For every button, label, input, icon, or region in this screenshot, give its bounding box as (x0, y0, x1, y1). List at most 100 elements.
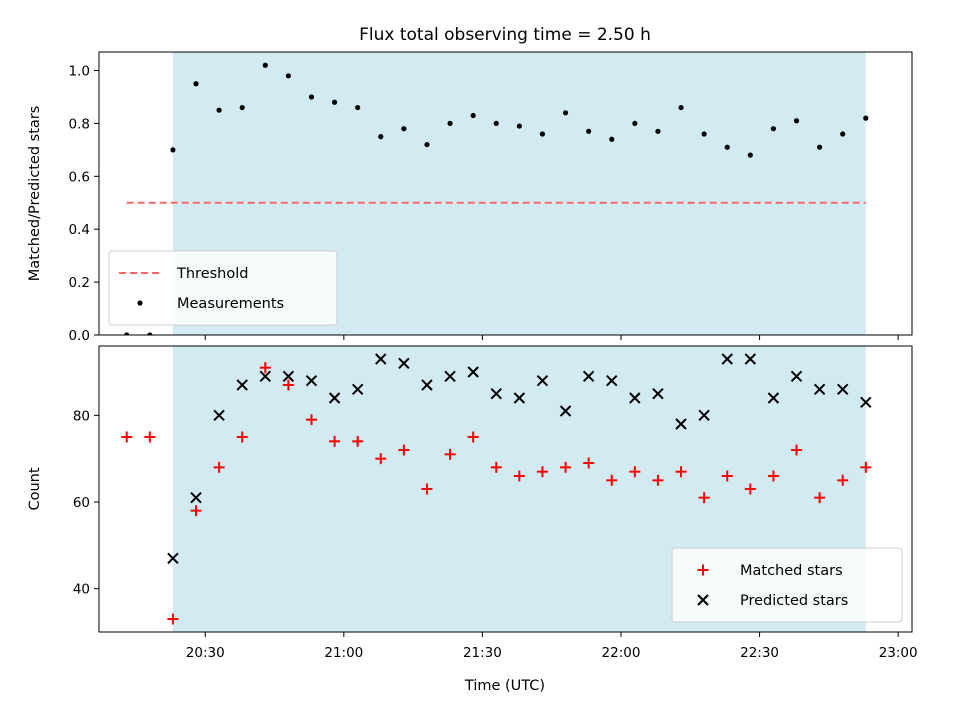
data-point (331, 99, 338, 105)
data-point (490, 461, 502, 473)
data-point (421, 379, 433, 391)
data-point (790, 370, 803, 383)
data-point (262, 62, 268, 68)
y-tick-label: 40 (73, 582, 90, 598)
plot-area (124, 62, 869, 335)
data-point (744, 483, 756, 495)
data-point (147, 332, 153, 335)
data-point (770, 126, 777, 132)
data-point (817, 144, 823, 150)
data-point (401, 126, 407, 132)
y-tick-label: 0.6 (69, 169, 90, 185)
data-point (351, 383, 364, 396)
legend-handle (697, 594, 709, 606)
data-point (328, 392, 341, 404)
data-point (444, 448, 456, 460)
data-point (793, 118, 800, 124)
data-point (216, 107, 222, 113)
y-tick-label: 80 (73, 408, 90, 424)
data-point (536, 466, 548, 478)
data-point (606, 474, 618, 486)
data-point (814, 492, 826, 504)
legend-label: Predicted stars (740, 593, 848, 609)
data-point (144, 431, 156, 443)
legend-label: Measurements (177, 296, 284, 312)
data-point (355, 104, 361, 111)
y-axis-label: Count (27, 467, 43, 510)
data-point (236, 379, 248, 391)
data-point (467, 366, 479, 378)
data-point (840, 131, 846, 137)
data-point (837, 474, 849, 486)
data-point (447, 120, 453, 127)
data-point (791, 444, 803, 456)
x-tick-label: 22:00 (602, 645, 641, 661)
data-point (652, 387, 664, 400)
legend-handle (697, 564, 709, 576)
data-point (675, 466, 687, 478)
axes-frame (98, 51, 913, 336)
legend-label: Matched stars (740, 563, 843, 579)
data-point (860, 396, 872, 409)
data-point (308, 94, 315, 100)
data-point (352, 435, 364, 447)
data-point (609, 136, 615, 142)
legend-handle (137, 300, 143, 306)
series-measurements (124, 62, 869, 335)
y-tick-label: 0.8 (69, 116, 90, 132)
x-tick-label: 21:00 (324, 645, 363, 661)
data-point (282, 370, 295, 383)
data-point (863, 115, 869, 121)
data-point (124, 332, 130, 335)
data-point (375, 453, 387, 465)
x-tick-label: 22:30 (740, 645, 779, 661)
data-point (421, 483, 433, 495)
data-point (678, 104, 684, 111)
y-tick-label: 1.0 (69, 64, 90, 80)
data-point (652, 474, 664, 486)
data-point (213, 409, 225, 422)
data-point (239, 104, 245, 111)
data-point (698, 409, 710, 422)
legend-box (108, 250, 338, 326)
data-point (655, 128, 661, 134)
data-point (513, 392, 526, 404)
data-point (747, 152, 753, 158)
y-tick-label: 0.2 (69, 275, 90, 291)
data-point (724, 144, 730, 150)
data-point (329, 435, 341, 447)
data-point (701, 131, 707, 137)
series-predicted-stars (167, 353, 872, 565)
series-matched-stars (121, 362, 872, 625)
data-point (860, 461, 872, 473)
chart-title: Flux total observing time = 2.50 h (359, 25, 651, 45)
y-tick-label: 60 (73, 495, 90, 511)
data-point (259, 370, 272, 383)
y-tick-label: 0.4 (69, 222, 90, 238)
data-point (193, 81, 199, 87)
data-point (516, 123, 522, 129)
legend: Matched stars Predicted stars (671, 547, 903, 623)
data-point (493, 120, 499, 127)
data-point (698, 492, 710, 504)
data-point (721, 470, 733, 482)
data-point (121, 431, 133, 443)
y-axis-label: Matched/Predicted stars (27, 106, 43, 282)
x-tick-label: 21:30 (463, 645, 502, 661)
x-axis-label: Time (UTC) (464, 678, 545, 694)
top-panel: 0.0 0.2 0.4 0.6 0.8 1.0 Matched/Predicted star… (27, 51, 913, 344)
data-point (424, 141, 430, 148)
data-point (629, 392, 641, 404)
legend-box (671, 547, 903, 623)
bottom-panel: 40 60 80 20:30 21:00 21:30 22:00 22:30 23:00 Coun… (27, 345, 918, 661)
data-point (586, 128, 592, 134)
data-point (259, 362, 271, 374)
data-point (167, 552, 179, 565)
legend: Threshold Measurements (108, 250, 338, 326)
plot-area (121, 353, 872, 625)
data-point (813, 383, 826, 396)
data-point (190, 491, 202, 504)
data-point (444, 370, 456, 383)
data-point (562, 110, 569, 116)
